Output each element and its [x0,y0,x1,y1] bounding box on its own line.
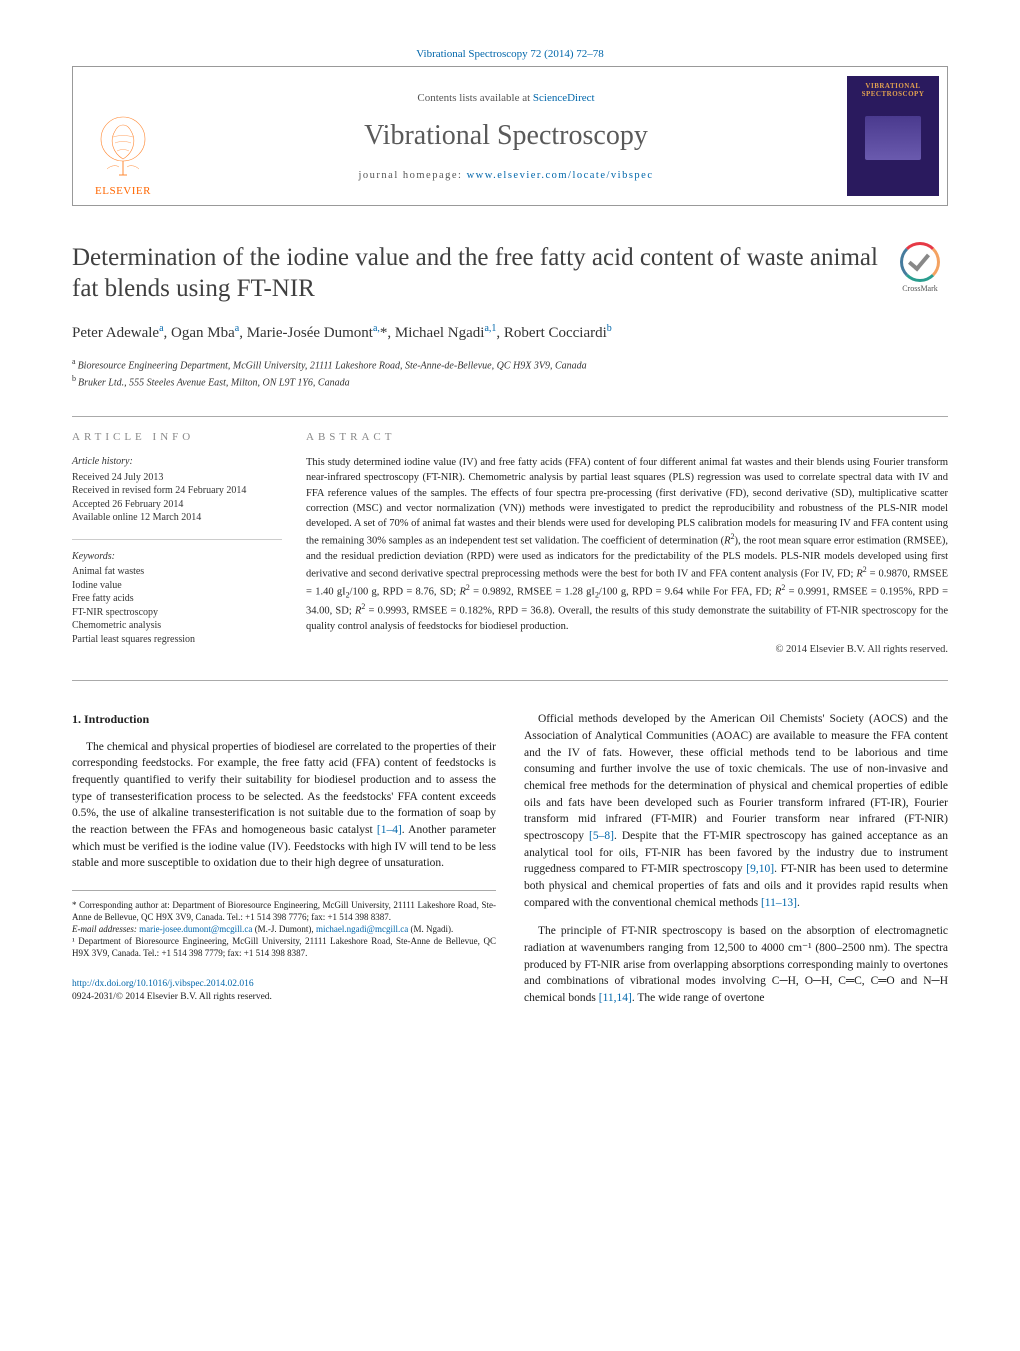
title-row: Determination of the iodine value and th… [72,242,948,305]
intro-para-2: Official methods developed by the Americ… [524,711,948,911]
cover-thumb-label: VIBRATIONAL SPECTROSCOPY [847,82,939,98]
crossmark-icon [900,242,940,282]
publisher-name: ELSEVIER [95,185,151,197]
affiliation-b: bBruker Ltd., 555 Steeles Avenue East, M… [72,373,948,390]
crossmark-check-icon [908,248,930,271]
abstract-copyright: © 2014 Elsevier B.V. All rights reserved… [306,644,948,655]
keywords-block: Keywords: Animal fat wastesIodine valueF… [72,550,282,647]
info-abstract-row: article info Article history: Received 2… [72,431,948,660]
issn-copyright: 0924-2031/© 2014 Elsevier B.V. All right… [72,992,272,1002]
history-line: Available online 12 March 2014 [72,511,282,525]
doi-block: http://dx.doi.org/10.1016/j.vibspec.2014… [72,978,496,1005]
history-heading: Article history: [72,455,282,469]
history-line: Received 24 July 2013 [72,471,282,485]
cite-9-10[interactable]: [9,10] [746,863,774,875]
contents-prefix: Contents lists available at [417,92,532,104]
affiliations-block: aBioresource Engineering Department, McG… [72,356,948,391]
history-block: Article history: Received 24 July 2013Re… [72,455,282,525]
body-columns: 1. Introduction The chemical and physica… [72,711,948,1018]
keyword-line: Chemometric analysis [72,619,282,633]
article-info-panel: article info Article history: Received 2… [72,431,282,660]
p2-text: Official methods developed by the Americ… [524,713,948,842]
cite-5-8[interactable]: [5–8] [589,830,614,842]
publisher-logo-block: ELSEVIER [73,67,173,205]
abstract-header: abstract [306,431,948,443]
article-info-header: article info [72,431,282,443]
keyword-line: Iodine value [72,579,282,593]
contents-lists-line: Contents lists available at ScienceDirec… [181,92,831,104]
cite-11-13[interactable]: [11–13] [761,897,797,909]
history-line: Received in revised form 24 February 201… [72,484,282,498]
info-divider [72,539,282,540]
lower-divider [72,680,948,681]
running-header: Vibrational Spectroscopy 72 (2014) 72–78 [72,48,948,60]
keyword-line: Animal fat wastes [72,565,282,579]
sciencedirect-link[interactable]: ScienceDirect [533,92,595,104]
abstract-panel: abstract This study determined iodine va… [306,431,948,660]
journal-cover-thumb: VIBRATIONAL SPECTROSCOPY [847,76,939,196]
email1-name: (M.-J. Dumont), [252,924,316,934]
intro-heading: 1. Introduction [72,711,496,728]
crossmark-badge[interactable]: CrossMark [892,242,948,298]
affiliation-a: aBioresource Engineering Department, McG… [72,356,948,373]
cite-11-14[interactable]: [11,14] [599,992,632,1004]
history-line: Accepted 26 February 2014 [72,498,282,512]
intro-para-1: The chemical and physical properties of … [72,739,496,872]
homepage-prefix: journal homepage: [359,170,467,181]
p2d-text: . [797,897,800,909]
keyword-line: Partial least squares regression [72,633,282,647]
footnotes-block: * Corresponding author at: Department of… [72,890,496,960]
doi-link[interactable]: http://dx.doi.org/10.1016/j.vibspec.2014… [72,979,254,989]
p1-text: The chemical and physical properties of … [72,741,496,836]
p3b-text: . The wide range of overtone [632,992,765,1004]
email-ngadi[interactable]: michael.ngadi@mcgill.ca [316,924,408,934]
cover-thumb-graphic [865,116,921,160]
email2-name: (M. Ngadi). [408,924,453,934]
journal-header-center: Contents lists available at ScienceDirec… [173,67,839,205]
keywords-heading: Keywords: [72,550,282,564]
homepage-line: journal homepage: www.elsevier.com/locat… [181,170,831,181]
top-divider [72,416,948,417]
journal-name: Vibrational Spectroscopy [181,120,831,152]
journal-cover-block: VIBRATIONAL SPECTROSCOPY [839,67,947,205]
journal-header-box: ELSEVIER Contents lists available at Sci… [72,66,948,206]
authors-line: Peter Adewalea, Ogan Mbaa, Marie-Josée D… [72,323,948,342]
keyword-line: Free fatty acids [72,592,282,606]
abstract-text: This study determined iodine value (IV) … [306,455,948,634]
cite-1-4[interactable]: [1–4] [377,824,402,836]
emails-label: E-mail addresses: [72,924,139,934]
keyword-line: FT-NIR spectroscopy [72,606,282,620]
intro-para-3: The principle of FT-NIR spectroscopy is … [524,923,948,1006]
corresponding-author-note: * Corresponding author at: Department of… [72,899,496,923]
email-dumont[interactable]: marie-josee.dumont@mcgill.ca [139,924,252,934]
crossmark-label: CrossMark [892,284,948,293]
journal-homepage-link[interactable]: www.elsevier.com/locate/vibspec [467,170,654,181]
footnote-1: ¹ Department of Bioresource Engineering,… [72,935,496,959]
email-line: E-mail addresses: marie-josee.dumont@mcg… [72,923,496,935]
elsevier-tree-icon [93,113,153,183]
article-title: Determination of the iodine value and th… [72,242,880,305]
